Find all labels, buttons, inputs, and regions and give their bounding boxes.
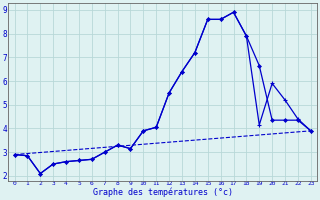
X-axis label: Graphe des températures (°c): Graphe des températures (°c): [93, 188, 233, 197]
